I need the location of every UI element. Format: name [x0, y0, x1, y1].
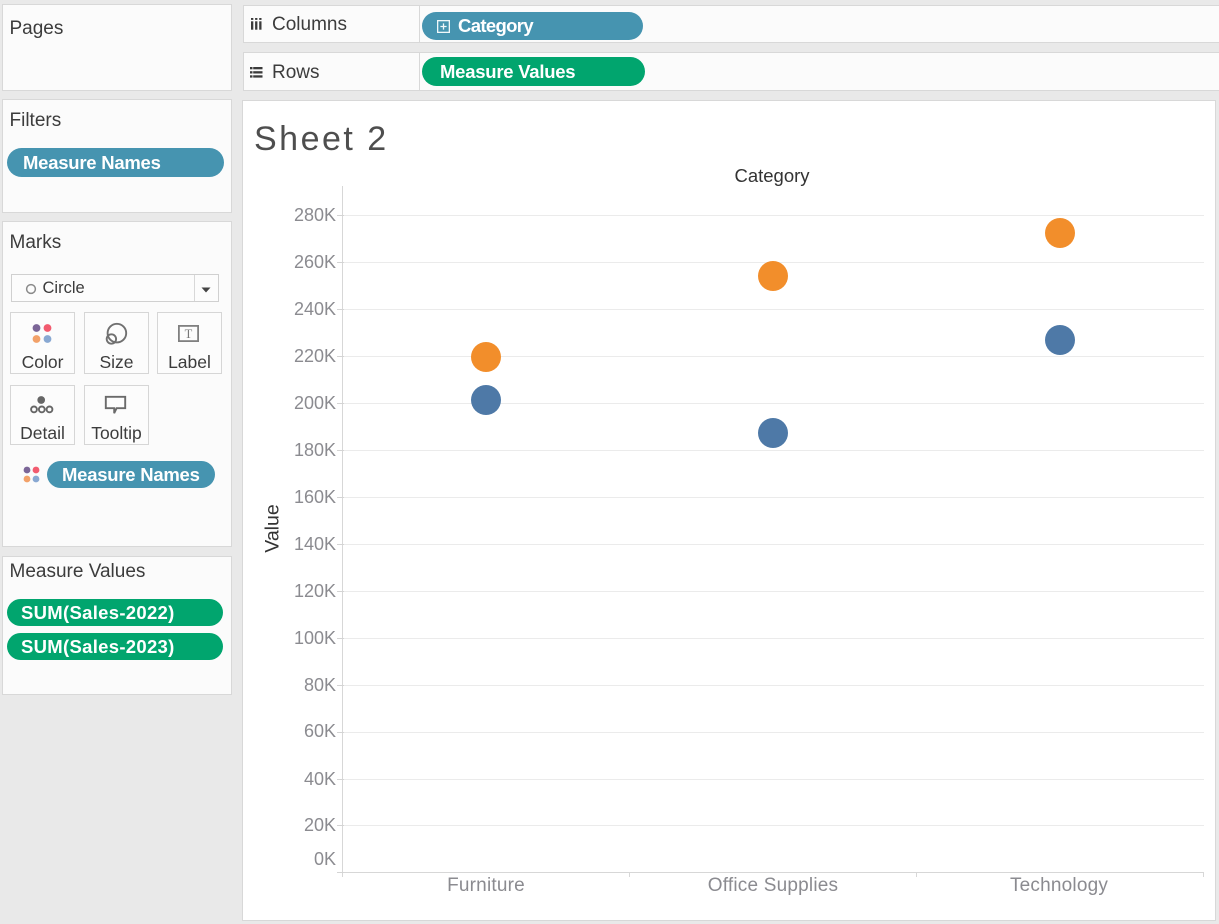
- svg-text:T: T: [185, 327, 193, 341]
